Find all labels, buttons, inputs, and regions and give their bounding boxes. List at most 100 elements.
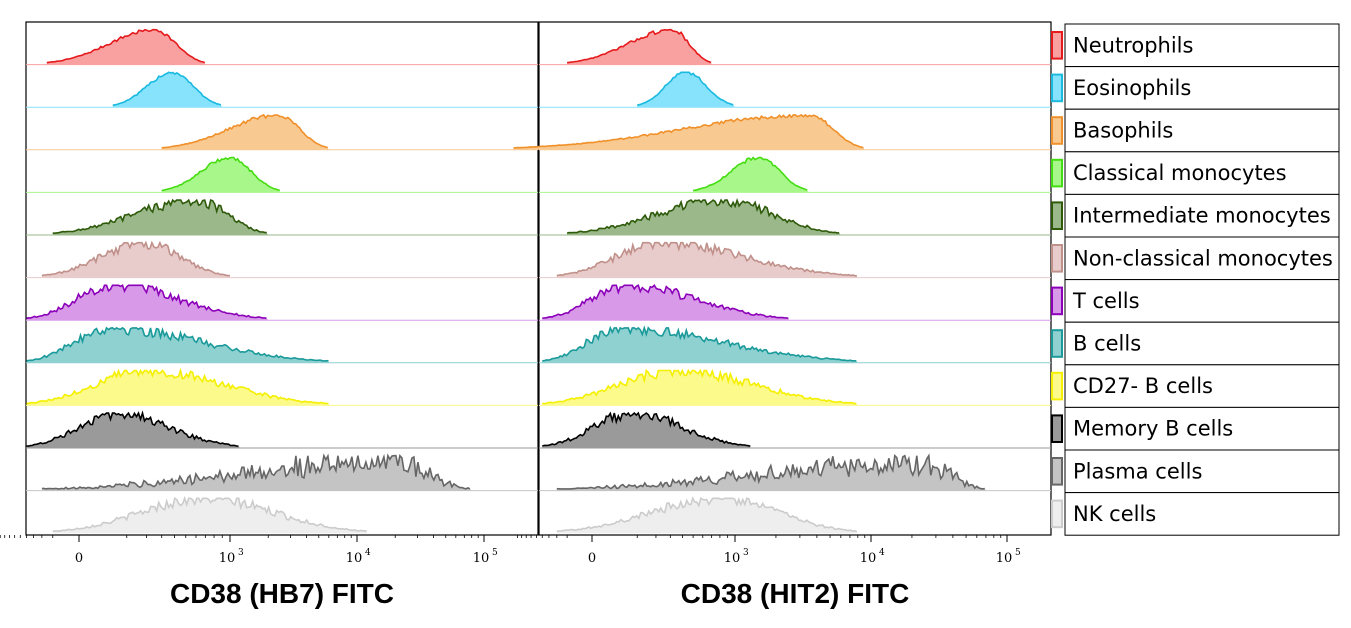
legend-entry-1: Eosinophils [1073,76,1191,100]
histogram-line-9 [26,410,239,447]
legend-entry-4: Intermediate monocytes [1073,204,1331,228]
legend-entry-5: Non-classical monocytes [1073,246,1333,270]
legend-cell [1064,321,1340,366]
histogram-line-0 [46,28,206,64]
histogram-line-5 [41,240,230,277]
histogram-fill-7 [26,327,329,363]
histogram-line-6 [542,284,789,320]
legend-cell [1064,193,1340,238]
x-tick-label: 10 [724,551,741,566]
histogram-fill-8 [26,370,329,406]
legend-swatch [1051,457,1063,486]
legend-cell [1064,236,1340,281]
legend-entry-6: T cells [1072,289,1140,313]
x-tick-exponent: 3 [238,548,244,558]
x-axis-label-hb7: CD38 (HB7) FITC [170,578,394,609]
legend-entry-7: B cells [1073,332,1141,356]
histogram-line-9 [542,411,751,447]
histogram-fill-1 [112,72,223,108]
histogram-fill-4 [567,200,841,235]
histogram-fill-3 [693,157,809,193]
histogram-fill-11 [52,498,368,534]
histogram-line-4 [566,197,840,234]
histogram-fill-7 [542,327,858,363]
histogram-line-11 [556,496,858,533]
legend-swatch [1051,499,1063,529]
histogram-fill-2 [513,114,865,150]
histogram-line-6 [26,284,267,320]
legend-cell [1064,406,1340,451]
histogram-fill-3 [161,157,281,193]
histogram-line-11 [52,495,367,533]
legend-swatch [1051,414,1063,443]
panel-frame [25,21,539,536]
legend-entry-9: Memory B cells [1073,417,1233,441]
x-tick-exponent: 5 [492,548,498,558]
histogram-fill-9 [542,413,751,448]
legend-swatch [1051,329,1063,358]
legend-cell [1064,492,1340,536]
x-tick-label: 10 [346,551,363,566]
histogram-line-1 [636,71,734,107]
x-tick-exponent: 3 [743,548,749,558]
histogram-fill-11 [556,498,858,534]
legend-cell [1064,151,1340,195]
histogram-line-4 [52,198,267,235]
histogram-line-2 [161,113,328,149]
histogram-fill-0 [46,29,206,65]
histogram-fill-10 [556,455,986,491]
legend-cell [1064,23,1340,68]
legend-swatch [1051,116,1063,145]
histogram-line-5 [556,241,857,277]
legend-swatch [1051,158,1063,188]
x-tick-exponent: 4 [365,548,371,558]
histogram-line-8 [542,368,857,405]
histogram-line-1 [112,71,222,107]
x-axis-label-hit2: CD38 (HIT2) FITC [681,578,910,609]
histogram-line-3 [692,156,808,192]
legend-cell [1064,66,1340,110]
x-tick-exponent: 4 [879,548,885,558]
legend-entry-11: NK cells [1073,502,1156,526]
histogram-fill-2 [161,114,329,150]
histogram-fill-1 [637,72,735,108]
legend-cell [1064,279,1340,323]
legend-swatch [1051,31,1063,60]
legend-entry-0: Neutrophils [1073,33,1193,57]
x-tick-label: 10 [219,551,236,566]
histogram-fill-0 [567,29,712,65]
legend: Neutrophils Eosinophils Basophils Classical… [1051,23,1340,536]
histogram-line-0 [566,28,712,64]
legend-swatch [1051,371,1063,401]
legend-swatch [1051,286,1063,316]
panel-hb7: 0 10 3 10 4 10 5 [0,21,539,566]
histogram-line-3 [161,156,280,192]
legend-cell [1064,449,1340,494]
legend-swatch [1051,201,1063,230]
x-tick-label: 0 [588,551,596,566]
histogram-line-7 [26,326,329,362]
histogram-line-10 [41,453,471,490]
histogram-line-8 [26,367,329,405]
histogram-line-10 [556,453,985,490]
legend-swatch [1051,244,1063,273]
x-tick-label: 10 [473,551,490,566]
histogram-line-7 [542,325,857,362]
legend-swatch [1051,73,1063,103]
legend-entry-3: Classical monocytes [1073,161,1287,185]
histogram-fill-5 [41,242,231,278]
x-tick-label: 10 [996,551,1013,566]
legend-entry-10: Plasma cells [1073,459,1202,483]
histogram-fill-9 [26,413,241,448]
x-tick-label: 10 [860,551,877,566]
histogram-fill-4 [52,200,269,235]
histogram-line-2 [513,113,864,149]
legend-entry-8: CD27- B cells [1073,374,1213,398]
panel-frame [538,21,1052,536]
histogram-fill-6 [542,285,790,321]
legend-cell [1064,364,1340,408]
x-tick-label: 0 [75,551,83,566]
x-tick-exponent: 5 [1015,548,1021,558]
histogram-fill-8 [542,370,858,406]
